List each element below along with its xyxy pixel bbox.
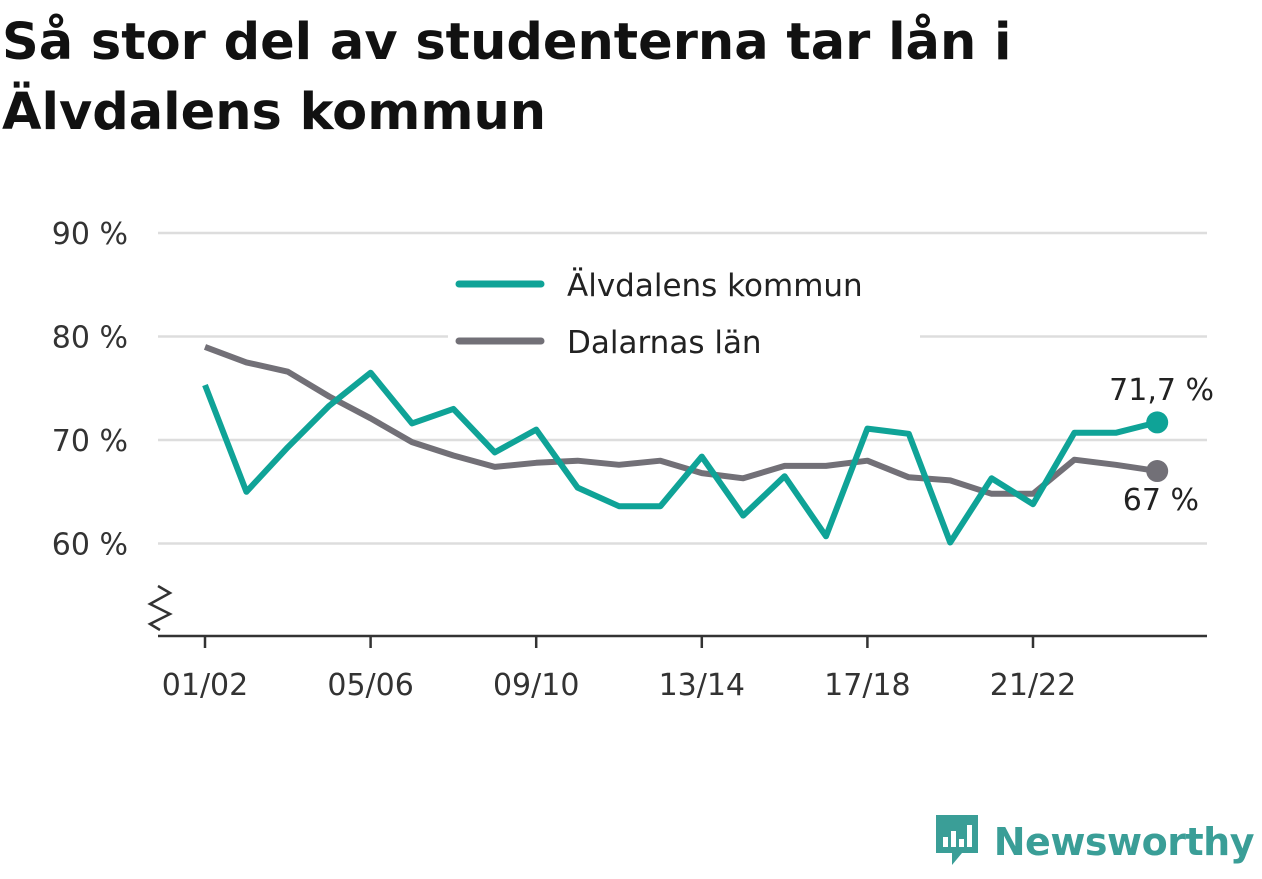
gridlines bbox=[158, 231, 1207, 545]
x-tick-label: 05/06 bbox=[327, 668, 413, 703]
y-axis: 90 % 80 % 70 % 60 % bbox=[52, 217, 173, 632]
y-tick-label: 60 % bbox=[52, 528, 128, 563]
x-tick-label: 01/02 bbox=[162, 668, 248, 703]
legend: Älvdalens kommun Dalarnas län bbox=[448, 258, 920, 361]
series-line-alvdalen bbox=[202, 369, 1158, 546]
end-label-dalarna: 67 % bbox=[1123, 483, 1199, 518]
brand-name: Newsworthy bbox=[993, 820, 1255, 864]
newsworthy-logo-icon bbox=[932, 811, 982, 873]
x-tick-label: 13/14 bbox=[659, 668, 745, 703]
x-tick-label: 09/10 bbox=[493, 668, 579, 703]
legend-label-alvdalen: Älvdalens kommun bbox=[567, 268, 863, 304]
series-end-point-dalarna bbox=[1146, 460, 1169, 483]
x-tick-label: 21/22 bbox=[990, 668, 1076, 703]
series bbox=[202, 344, 1169, 546]
x-tick-label: 17/18 bbox=[824, 668, 910, 703]
legend-label-dalarna: Dalarnas län bbox=[567, 325, 762, 361]
axis-break-icon bbox=[147, 584, 173, 632]
y-tick-label: 90 % bbox=[52, 217, 128, 252]
chart-title: Så stor del av studenterna tar lån i Älv… bbox=[2, 13, 1012, 142]
y-tick-label: 80 % bbox=[52, 321, 128, 356]
end-labels: 71,7 % 67 % bbox=[1109, 373, 1214, 518]
end-label-alvdalen: 71,7 % bbox=[1109, 373, 1214, 408]
y-tick-label: 70 % bbox=[52, 424, 128, 459]
series-line-dalarna bbox=[203, 344, 1158, 497]
brand-logo: Newsworthy bbox=[932, 811, 1255, 873]
x-axis: 01/02 05/06 09/10 13/14 17/18 21/22 bbox=[158, 634, 1207, 703]
series-end-point-alvdalen bbox=[1146, 411, 1169, 434]
